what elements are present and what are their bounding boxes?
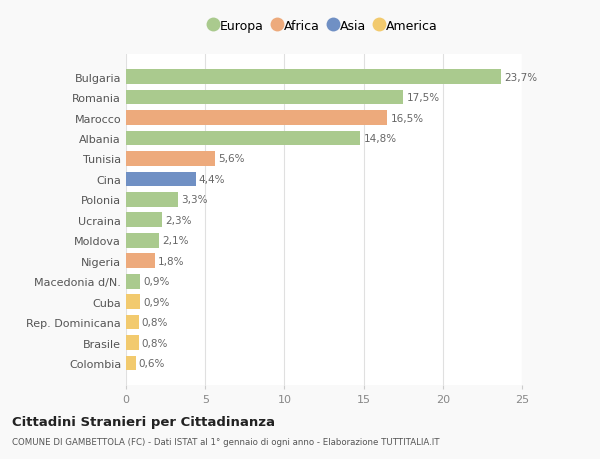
Text: 5,6%: 5,6% [218, 154, 244, 164]
Text: 0,8%: 0,8% [142, 338, 168, 348]
Text: 23,7%: 23,7% [505, 73, 538, 83]
Bar [126, 193, 178, 207]
Bar [126, 295, 140, 309]
Text: 1,8%: 1,8% [158, 256, 184, 266]
Text: 0,9%: 0,9% [143, 297, 170, 307]
Bar [126, 70, 502, 85]
Bar [126, 356, 136, 370]
Bar [126, 152, 215, 167]
Text: 16,5%: 16,5% [391, 113, 424, 123]
Text: 2,3%: 2,3% [166, 215, 192, 225]
Bar [126, 172, 196, 187]
Bar [126, 111, 388, 126]
Text: 0,9%: 0,9% [143, 277, 170, 286]
Text: 2,1%: 2,1% [163, 236, 189, 246]
Legend: Europa, Africa, Asia, America: Europa, Africa, Asia, America [205, 15, 443, 38]
Bar [126, 315, 139, 330]
Text: 4,4%: 4,4% [199, 174, 226, 185]
Bar [126, 213, 163, 228]
Text: 3,3%: 3,3% [181, 195, 208, 205]
Text: 0,8%: 0,8% [142, 317, 168, 327]
Bar [126, 90, 403, 105]
Bar [126, 254, 155, 269]
Bar [126, 274, 140, 289]
Text: COMUNE DI GAMBETTOLA (FC) - Dati ISTAT al 1° gennaio di ogni anno - Elaborazione: COMUNE DI GAMBETTOLA (FC) - Dati ISTAT a… [12, 437, 439, 446]
Text: 17,5%: 17,5% [406, 93, 439, 103]
Bar [126, 131, 361, 146]
Bar [126, 336, 139, 350]
Text: Cittadini Stranieri per Cittadinanza: Cittadini Stranieri per Cittadinanza [12, 415, 275, 428]
Text: 14,8%: 14,8% [364, 134, 397, 144]
Bar [126, 233, 159, 248]
Text: 0,6%: 0,6% [139, 358, 165, 368]
